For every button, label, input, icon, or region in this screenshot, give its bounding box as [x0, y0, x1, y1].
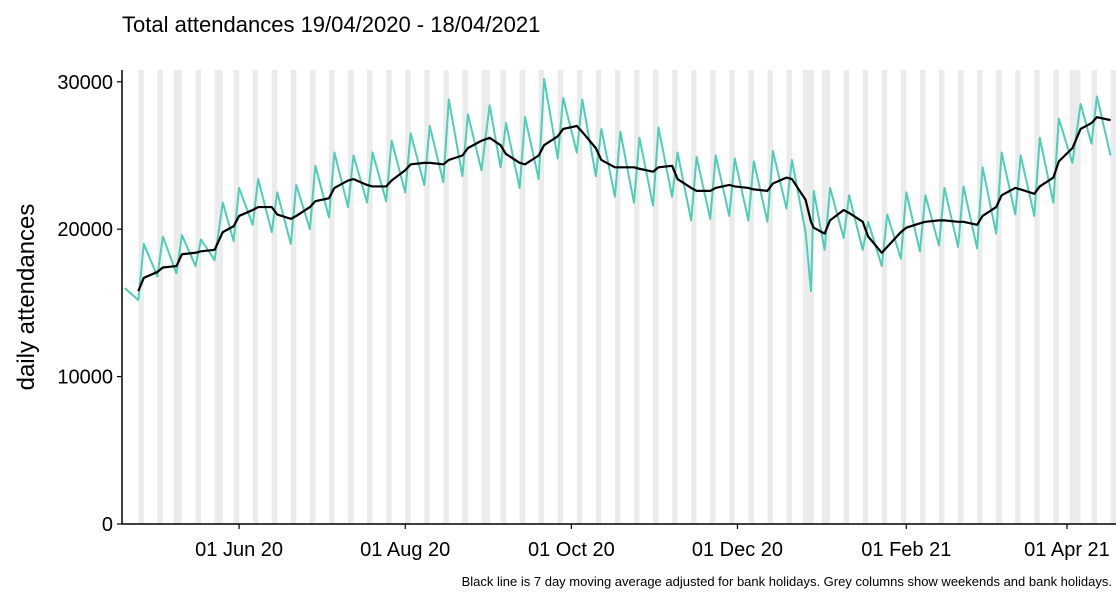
weekend-column — [405, 70, 411, 524]
series-line — [137, 116, 1111, 292]
weekend-column — [691, 70, 697, 524]
bank-holiday-column — [821, 70, 825, 524]
x-tick-label: 01 Feb 21 — [861, 539, 951, 561]
weekend-column — [900, 70, 907, 524]
series-line — [124, 77, 1112, 301]
bank-holiday-column — [1077, 70, 1081, 524]
weekend-column — [1053, 70, 1059, 524]
weekend-column — [576, 70, 583, 524]
weekend-column — [214, 70, 221, 524]
x-tick-label: 01 Oct 20 — [528, 539, 615, 561]
weekend-column — [424, 70, 430, 524]
weekend-column — [919, 70, 926, 524]
weekend-column — [862, 70, 869, 524]
weekend-column — [443, 70, 449, 524]
weekend-column — [309, 70, 316, 524]
weekend-column — [481, 70, 487, 524]
bank-holiday-column — [802, 70, 806, 524]
weekend-column — [195, 70, 201, 524]
footnote: Black line is 7 day moving average adjus… — [462, 574, 1112, 589]
weekend-column — [672, 70, 678, 524]
y-axis-title: daily attendances — [13, 204, 40, 391]
weekend-column — [595, 70, 602, 524]
bank-holiday-column — [1069, 70, 1073, 524]
weekend-column — [233, 70, 240, 524]
weekend-column — [805, 70, 811, 524]
x-tick-label: 01 Dec 20 — [692, 539, 783, 561]
weekend-column — [367, 70, 373, 524]
weekend-column — [290, 70, 297, 524]
weekend-column — [538, 70, 545, 524]
y-tick-label: 30000 — [57, 72, 113, 94]
x-tick-label: 01 Apr 21 — [1024, 539, 1110, 561]
y-tick-label: 20000 — [57, 219, 113, 241]
weekend-column — [138, 70, 144, 524]
weekend-column — [1110, 70, 1116, 524]
weekend-column — [786, 70, 792, 524]
weekend-column — [996, 70, 1002, 524]
weekend-column — [843, 70, 850, 524]
weekend-column — [881, 70, 888, 524]
weekend-column — [328, 70, 335, 524]
weekend-column — [386, 70, 392, 524]
weekend-column — [977, 70, 983, 524]
weekend-column — [729, 70, 735, 524]
weekend-column — [176, 70, 182, 524]
x-tick-label: 01 Aug 20 — [360, 539, 450, 561]
weekend-column — [633, 70, 640, 524]
weekend-column — [271, 70, 278, 524]
weekend-column — [348, 70, 354, 524]
weekend-column — [1015, 70, 1021, 524]
weekend-column — [710, 70, 716, 524]
weekend-column — [1091, 70, 1097, 524]
bank-holiday-column — [173, 70, 177, 524]
weekend-column — [938, 70, 945, 524]
bank-holiday-column — [486, 70, 490, 524]
weekend-column — [748, 70, 754, 524]
weekend-column — [519, 70, 526, 524]
weekend-column — [824, 70, 831, 524]
weekend-column — [252, 70, 259, 524]
y-tick-label: 0 — [102, 514, 113, 536]
weekend-column — [462, 70, 468, 524]
weekend-column — [958, 70, 964, 524]
x-tick-label: 01 Jun 20 — [195, 539, 283, 561]
weekend-column — [557, 70, 564, 524]
chart-title: Total attendances 19/04/2020 - 18/04/202… — [122, 12, 540, 37]
weekend-column — [767, 70, 773, 524]
bank-holiday-column — [220, 70, 223, 524]
weekend-column — [614, 70, 621, 524]
weekend-column — [1072, 70, 1078, 524]
weekend-column — [1034, 70, 1040, 524]
y-tick-label: 10000 — [57, 367, 113, 389]
weekend-column — [653, 70, 659, 524]
bank-holiday-column — [810, 70, 814, 524]
weekend-column — [500, 70, 506, 524]
weekend-column — [157, 70, 163, 524]
